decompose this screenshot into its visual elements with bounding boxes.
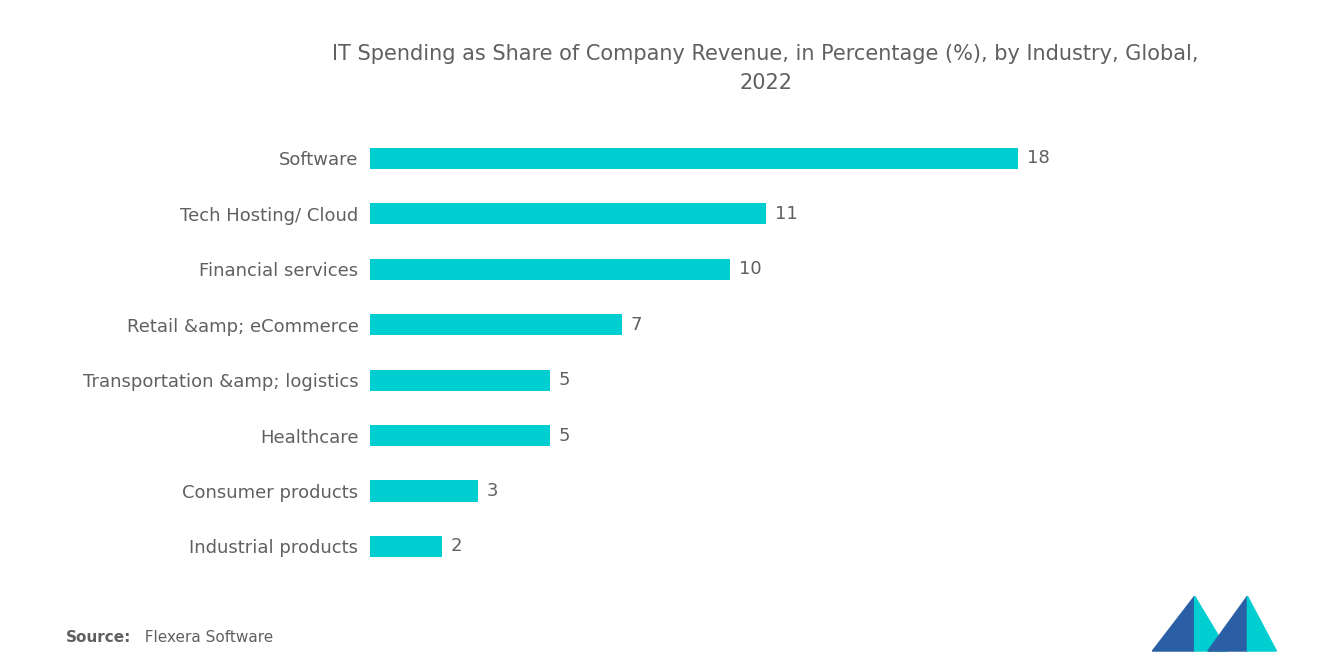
- Polygon shape: [1247, 596, 1276, 651]
- Bar: [370, 203, 766, 225]
- Text: 5: 5: [558, 426, 570, 445]
- Bar: [370, 148, 1018, 169]
- Bar: [370, 315, 622, 335]
- Text: 11: 11: [775, 205, 797, 223]
- Title: IT Spending as Share of Company Revenue, in Percentage (%), by Industry, Global,: IT Spending as Share of Company Revenue,…: [333, 43, 1199, 93]
- Text: 3: 3: [487, 482, 498, 500]
- Text: 2: 2: [450, 537, 462, 555]
- Text: 5: 5: [558, 371, 570, 389]
- Text: 18: 18: [1027, 150, 1049, 168]
- Polygon shape: [1208, 596, 1247, 651]
- Bar: [370, 536, 442, 557]
- Text: 7: 7: [631, 316, 642, 334]
- Text: Source:: Source:: [66, 630, 132, 645]
- Text: Flexera Software: Flexera Software: [135, 630, 273, 645]
- Bar: [370, 259, 730, 280]
- Bar: [370, 370, 549, 391]
- Text: 10: 10: [739, 260, 762, 279]
- Bar: [370, 425, 549, 446]
- Bar: [370, 480, 478, 501]
- Polygon shape: [1195, 596, 1228, 651]
- Polygon shape: [1152, 596, 1195, 651]
